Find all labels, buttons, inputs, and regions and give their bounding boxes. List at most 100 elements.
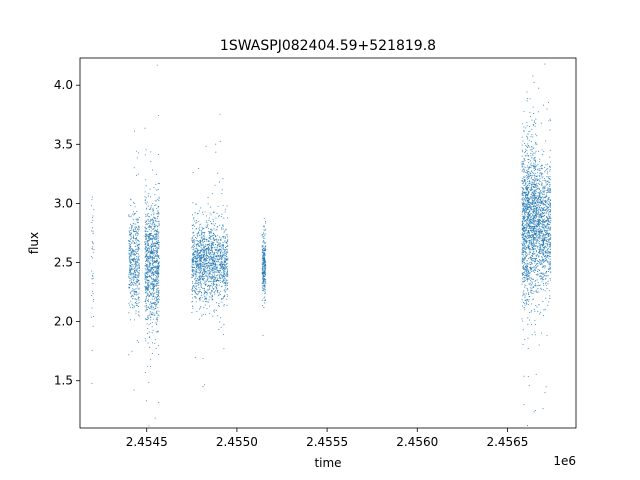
data-point <box>158 261 160 263</box>
data-point <box>224 236 226 238</box>
data-point <box>208 259 210 261</box>
data-point <box>148 270 150 272</box>
data-point <box>153 308 155 311</box>
data-point <box>135 227 137 229</box>
data-point <box>196 278 198 280</box>
data-point <box>540 228 542 230</box>
data-point <box>262 275 265 277</box>
data-point <box>134 226 136 228</box>
data-point <box>195 297 197 299</box>
data-point <box>130 296 132 298</box>
data-point <box>197 284 199 286</box>
data-point <box>543 261 545 263</box>
data-point <box>217 271 219 273</box>
data-point <box>528 319 530 321</box>
data-point <box>138 246 140 248</box>
data-point <box>222 261 224 263</box>
data-point <box>215 261 217 263</box>
data-point <box>540 215 542 217</box>
data-point <box>524 208 526 210</box>
data-point <box>534 159 536 161</box>
data-point <box>194 356 196 359</box>
data-point <box>200 283 202 285</box>
data-point <box>157 269 159 271</box>
data-point <box>144 300 146 303</box>
data-point <box>527 258 529 260</box>
data-point <box>148 258 150 260</box>
data-point <box>196 221 198 223</box>
data-point <box>200 270 202 272</box>
data-point <box>197 280 199 282</box>
chart-title: 1SWASPJ082404.59+521819.8 <box>220 38 436 54</box>
data-point <box>146 271 148 273</box>
data-point <box>195 293 197 295</box>
data-point <box>137 228 139 231</box>
data-point <box>533 199 536 201</box>
data-point <box>136 287 138 289</box>
data-point <box>217 226 219 228</box>
data-point <box>528 222 531 224</box>
data-point <box>220 249 222 251</box>
data-point <box>132 228 134 230</box>
data-point <box>138 228 140 230</box>
data-point <box>524 221 526 223</box>
data-point <box>264 272 266 274</box>
data-point <box>153 219 155 221</box>
data-point <box>262 245 264 247</box>
data-point <box>149 336 151 338</box>
data-point <box>521 262 523 264</box>
data-point <box>522 204 525 206</box>
data-point <box>528 214 530 216</box>
data-point <box>227 245 229 247</box>
data-point <box>213 275 216 277</box>
data-point <box>137 249 139 251</box>
data-point <box>212 220 215 222</box>
data-point <box>521 227 523 229</box>
data-point <box>158 269 160 271</box>
data-point <box>194 278 196 280</box>
data-point <box>144 244 146 246</box>
data-point <box>534 267 536 269</box>
data-point <box>204 292 206 294</box>
data-point <box>543 276 545 278</box>
data-point <box>91 230 93 232</box>
data-point <box>145 255 148 257</box>
data-point <box>526 299 528 302</box>
data-point <box>528 223 530 225</box>
data-point <box>216 212 218 214</box>
data-point <box>192 242 194 244</box>
data-point <box>539 178 541 180</box>
data-point <box>226 259 228 261</box>
data-point <box>531 222 533 224</box>
data-point <box>128 354 130 356</box>
data-point <box>145 276 147 278</box>
data-point <box>222 244 224 246</box>
data-point <box>132 222 134 224</box>
data-point <box>521 149 523 151</box>
data-point <box>521 183 523 185</box>
data-point <box>522 162 525 164</box>
data-point <box>213 251 215 253</box>
data-point <box>521 259 523 261</box>
data-point <box>215 309 217 311</box>
data-point <box>157 229 159 231</box>
data-point <box>191 266 193 268</box>
data-point <box>524 213 526 215</box>
data-point <box>156 323 158 325</box>
data-point <box>543 218 546 220</box>
data-point <box>129 243 131 245</box>
data-point <box>132 234 134 236</box>
data-point <box>199 260 201 262</box>
data-point <box>263 307 265 309</box>
data-point <box>194 255 196 258</box>
data-point <box>535 180 537 182</box>
data-point <box>538 225 540 227</box>
data-point <box>208 299 210 301</box>
data-point <box>197 254 199 257</box>
data-point <box>148 209 150 211</box>
data-point <box>192 258 194 260</box>
data-point <box>538 205 540 207</box>
data-point <box>535 192 537 194</box>
data-point <box>209 258 211 260</box>
data-point <box>534 179 536 181</box>
